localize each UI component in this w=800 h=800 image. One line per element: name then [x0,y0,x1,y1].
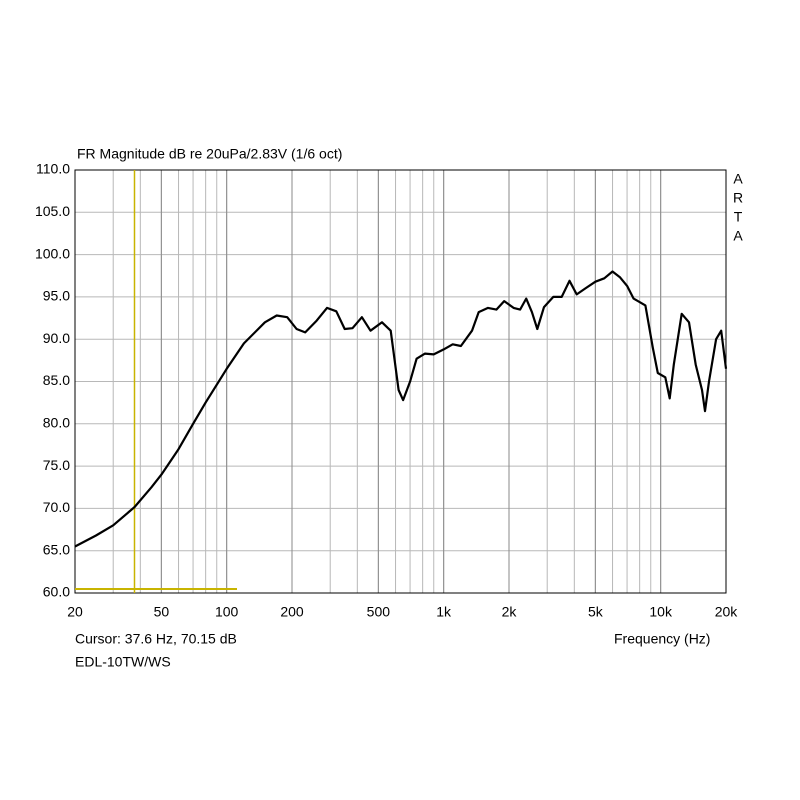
y-tick-label: 100.0 [35,245,70,261]
x-tick-label: 2k [502,604,518,620]
x-tick-label: 5k [588,604,604,620]
y-tick-label: 110.0 [36,161,70,177]
side-label: A [733,171,743,187]
x-tick-label: 1k [436,604,452,620]
x-axis-label: Frequency (Hz) [614,631,710,647]
plot-frame [74,169,727,594]
side-label: A [733,228,743,244]
x-tick-label: 20 [67,604,83,620]
y-tick-label: 85.0 [43,372,70,388]
y-tick-label: 75.0 [43,457,70,473]
x-tick-label: 50 [154,604,170,620]
y-tick-label: 95.0 [43,288,70,304]
x-tick-label: 10k [649,604,673,620]
cursor-label: Cursor: 37.6 Hz, 70.15 dB [75,631,237,647]
y-tick-label: 80.0 [43,415,70,431]
side-label: R [733,190,743,206]
x-tick-label: 200 [280,604,304,620]
device-label: EDL-10TW/WS [75,654,171,670]
x-tick-label: 100 [215,604,239,620]
x-tick-label: 500 [367,604,391,620]
y-tick-label: 65.0 [43,541,70,557]
x-tick-label: 20k [715,604,739,620]
side-label: T [734,209,743,225]
y-tick-label: 70.0 [43,499,70,515]
y-tick-label: 60.0 [43,584,70,600]
y-tick-label: 90.0 [43,330,70,346]
fr-curve [74,270,728,548]
y-tick-label: 105.0 [35,203,70,219]
chart-title: FR Magnitude dB re 20uPa/2.83V (1/6 oct) [77,146,342,162]
